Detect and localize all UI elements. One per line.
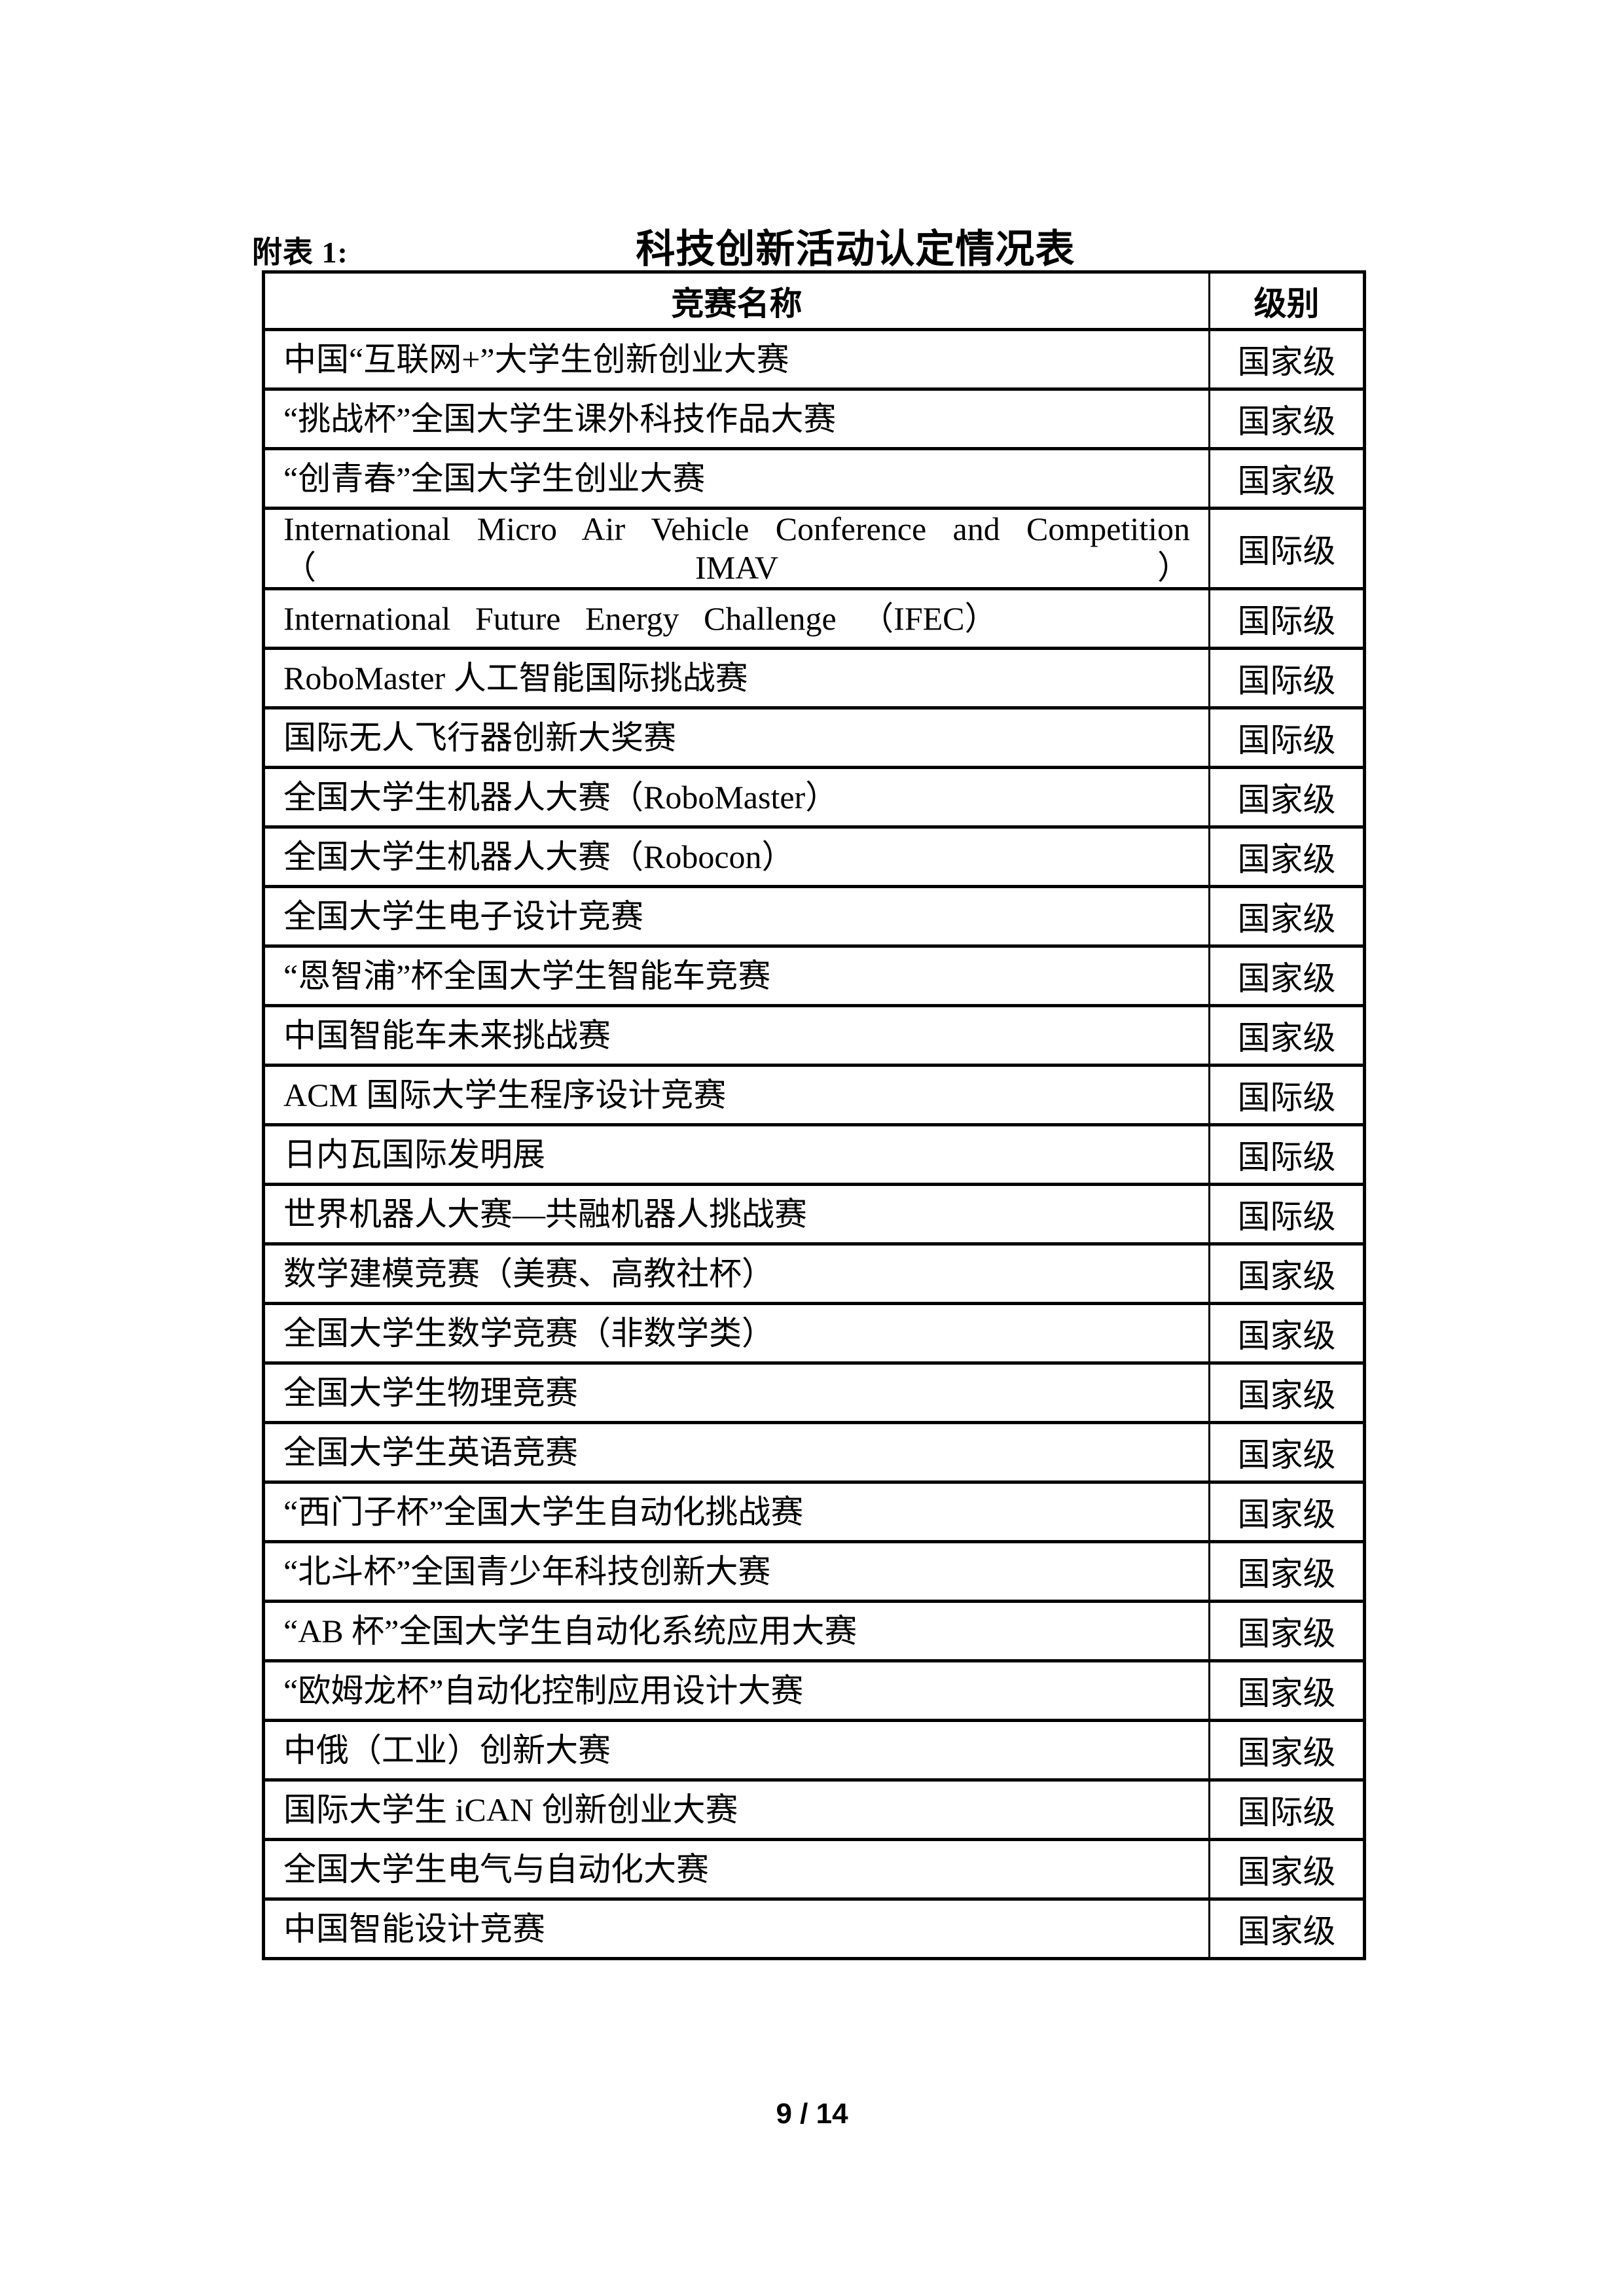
header-competition-name: 竞赛名称 [262, 270, 1210, 331]
table-row: “挑战杯”全国大学生课外科技作品大赛 国家级 [262, 387, 1365, 450]
level-cell: 国家级 [1208, 1480, 1365, 1543]
competition-name-cell: 日内瓦国际发明展 [262, 1123, 1210, 1186]
table-row: “北斗杯”全国青少年科技创新大赛 国家级 [262, 1540, 1365, 1603]
page-title: 科技创新活动认定情况表 [636, 228, 1075, 271]
table-row: ACM 国际大学生程序设计竞赛 国际级 [262, 1064, 1365, 1126]
level-cell: 国家级 [1208, 944, 1365, 1007]
level-cell: 国家级 [1208, 1838, 1365, 1901]
table-row: 数学建模竞赛（美赛、高教社杯） 国家级 [262, 1242, 1365, 1305]
level-cell: 国际级 [1208, 1183, 1365, 1246]
level-cell: 国家级 [1208, 1540, 1365, 1603]
table-row: International Future Energy Challenge （I… [262, 587, 1365, 650]
level-cell: 国家级 [1208, 1897, 1365, 1960]
level-cell: 国家级 [1208, 1361, 1365, 1424]
level-cell: 国家级 [1208, 825, 1365, 888]
competition-name-cell: International Micro Air Vehicle Conferen… [262, 507, 1210, 590]
level-cell: 国家级 [1208, 447, 1365, 510]
table-row: 日内瓦国际发明展 国际级 [262, 1123, 1365, 1186]
header-level: 级别 [1208, 270, 1365, 331]
level-cell: 国际级 [1208, 1064, 1365, 1126]
table-body: 中国“互联网+”大学生创新创业大赛 国家级 “挑战杯”全国大学生课外科技作品大赛… [262, 328, 1365, 1960]
level-cell: 国际级 [1208, 587, 1365, 650]
table-row: 世界机器人大赛—共融机器人挑战赛 国际级 [262, 1183, 1365, 1246]
competition-name-cell: “欧姆龙杯”自动化控制应用设计大赛 [262, 1659, 1210, 1722]
competition-name-cell: RoboMaster 人工智能国际挑战赛 [262, 647, 1210, 709]
table-row: “AB 杯”全国大学生自动化系统应用大赛 国家级 [262, 1600, 1365, 1662]
competition-name-cell: 全国大学生机器人大赛（RoboMaster） [262, 766, 1210, 829]
table-row: 中国智能车未来挑战赛 国家级 [262, 1004, 1365, 1067]
level-cell: 国家级 [1208, 885, 1365, 948]
page-number: 9 / 14 [776, 2098, 848, 2130]
level-cell: 国家级 [1208, 1242, 1365, 1305]
table-row: “西门子杯”全国大学生自动化挑战赛 国家级 [262, 1480, 1365, 1543]
competition-name-cell: “西门子杯”全国大学生自动化挑战赛 [262, 1480, 1210, 1543]
table-row: 全国大学生英语竞赛 国家级 [262, 1421, 1365, 1484]
competition-table: 竞赛名称 级别 中国“互联网+”大学生创新创业大赛 国家级 “挑战杯”全国大学生… [262, 270, 1366, 1960]
table-row: 全国大学生电子设计竞赛 国家级 [262, 885, 1365, 948]
competition-name-cell: “恩智浦”杯全国大学生智能车竞赛 [262, 944, 1210, 1007]
table-row: RoboMaster 人工智能国际挑战赛 国际级 [262, 647, 1365, 709]
level-cell: 国家级 [1208, 1302, 1365, 1365]
competition-name-cell: “AB 杯”全国大学生自动化系统应用大赛 [262, 1600, 1210, 1662]
competition-name-cell: 中国智能车未来挑战赛 [262, 1004, 1210, 1067]
heading-row: 附表 1: 科技创新活动认定情况表 [252, 217, 1363, 274]
table-row: 全国大学生机器人大赛（Robocon） 国家级 [262, 825, 1365, 888]
competition-name-cell: 中国“互联网+”大学生创新创业大赛 [262, 328, 1210, 391]
attachment-label: 附表 1: [252, 236, 348, 269]
competition-name-cell: “创青春”全国大学生创业大赛 [262, 447, 1210, 510]
competition-name-cell: 国际无人飞行器创新大奖赛 [262, 706, 1210, 769]
level-cell: 国家级 [1208, 328, 1365, 391]
table-row: 国际无人飞行器创新大奖赛 国际级 [262, 706, 1365, 769]
competition-name-cell: “北斗杯”全国青少年科技创新大赛 [262, 1540, 1210, 1603]
table-row: 中国“互联网+”大学生创新创业大赛 国家级 [262, 328, 1365, 391]
table-row: 全国大学生物理竞赛 国家级 [262, 1361, 1365, 1424]
competition-name-cell: 全国大学生机器人大赛（Robocon） [262, 825, 1210, 888]
level-cell: 国际级 [1208, 647, 1365, 709]
competition-name-cell: 全国大学生电气与自动化大赛 [262, 1838, 1210, 1901]
level-cell: 国家级 [1208, 766, 1365, 829]
table-row: 中俄（工业）创新大赛 国家级 [262, 1719, 1365, 1782]
table-row: “欧姆龙杯”自动化控制应用设计大赛 国家级 [262, 1659, 1365, 1722]
table-row: International Micro Air Vehicle Conferen… [262, 507, 1365, 590]
table-row: “创青春”全国大学生创业大赛 国家级 [262, 447, 1365, 510]
level-cell: 国际级 [1208, 706, 1365, 769]
competition-name-cell: ACM 国际大学生程序设计竞赛 [262, 1064, 1210, 1126]
competition-name-cell: 世界机器人大赛—共融机器人挑战赛 [262, 1183, 1210, 1246]
competition-name-cell: 中俄（工业）创新大赛 [262, 1719, 1210, 1782]
competition-name-cell: 全国大学生物理竞赛 [262, 1361, 1210, 1424]
level-cell: 国家级 [1208, 1600, 1365, 1662]
competition-name-cell: 全国大学生数学竞赛（非数学类） [262, 1302, 1210, 1365]
level-cell: 国际级 [1208, 507, 1365, 590]
level-cell: 国家级 [1208, 387, 1365, 450]
competition-name-cell: 全国大学生电子设计竞赛 [262, 885, 1210, 948]
competition-name-cell: International Future Energy Challenge （I… [262, 587, 1210, 650]
level-cell: 国家级 [1208, 1659, 1365, 1722]
level-cell: 国家级 [1208, 1719, 1365, 1782]
competition-name-cell: 中国智能设计竞赛 [262, 1897, 1210, 1960]
table-row: 全国大学生数学竞赛（非数学类） 国家级 [262, 1302, 1365, 1365]
level-cell: 国家级 [1208, 1421, 1365, 1484]
level-cell: 国际级 [1208, 1778, 1365, 1841]
level-cell: 国际级 [1208, 1123, 1365, 1186]
table-row: 全国大学生机器人大赛（RoboMaster） 国家级 [262, 766, 1365, 829]
table-header-row: 竞赛名称 级别 [262, 270, 1365, 331]
competition-name-cell: 国际大学生 iCAN 创新创业大赛 [262, 1778, 1210, 1841]
competition-name-cell: “挑战杯”全国大学生课外科技作品大赛 [262, 387, 1210, 450]
level-cell: 国家级 [1208, 1004, 1365, 1067]
table-row: “恩智浦”杯全国大学生智能车竞赛 国家级 [262, 944, 1365, 1007]
title-wrap: 科技创新活动认定情况表 [348, 217, 1363, 274]
competition-name-cell: 数学建模竞赛（美赛、高教社杯） [262, 1242, 1210, 1305]
table-row: 国际大学生 iCAN 创新创业大赛 国际级 [262, 1778, 1365, 1841]
competition-name-cell: 全国大学生英语竞赛 [262, 1421, 1210, 1484]
table-row: 中国智能设计竞赛 国家级 [262, 1897, 1365, 1960]
table-row: 全国大学生电气与自动化大赛 国家级 [262, 1838, 1365, 1901]
